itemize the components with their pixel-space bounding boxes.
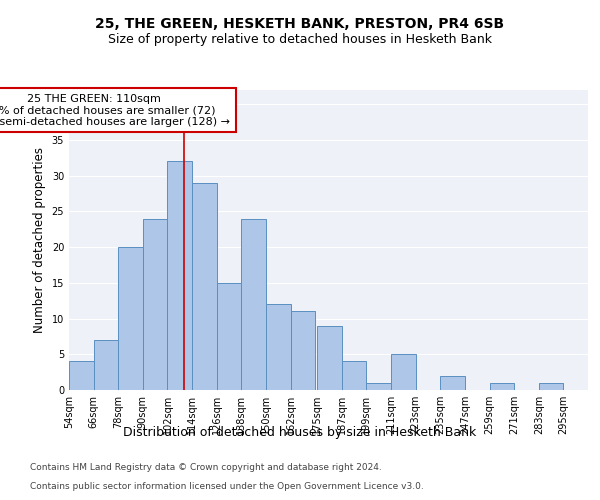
Text: 25 THE GREEN: 110sqm
← 36% of detached houses are smaller (72)
64% of semi-detac: 25 THE GREEN: 110sqm ← 36% of detached h… bbox=[0, 94, 230, 127]
Bar bbox=[539, 383, 563, 390]
Text: Contains HM Land Registry data © Crown copyright and database right 2024.: Contains HM Land Registry data © Crown c… bbox=[30, 464, 382, 472]
Bar bbox=[490, 383, 514, 390]
Bar bbox=[317, 326, 342, 390]
Bar bbox=[266, 304, 290, 390]
Bar bbox=[367, 383, 391, 390]
Bar bbox=[241, 218, 266, 390]
Text: Size of property relative to detached houses in Hesketh Bank: Size of property relative to detached ho… bbox=[108, 32, 492, 46]
Bar bbox=[167, 162, 192, 390]
Bar bbox=[440, 376, 465, 390]
Text: 25, THE GREEN, HESKETH BANK, PRESTON, PR4 6SB: 25, THE GREEN, HESKETH BANK, PRESTON, PR… bbox=[95, 18, 505, 32]
Bar bbox=[391, 354, 416, 390]
Bar bbox=[94, 340, 118, 390]
Y-axis label: Number of detached properties: Number of detached properties bbox=[33, 147, 46, 333]
Bar bbox=[290, 312, 315, 390]
Bar bbox=[342, 362, 367, 390]
Bar bbox=[69, 362, 94, 390]
Text: Contains public sector information licensed under the Open Government Licence v3: Contains public sector information licen… bbox=[30, 482, 424, 491]
Bar bbox=[192, 183, 217, 390]
Bar bbox=[217, 283, 241, 390]
Bar bbox=[118, 247, 143, 390]
Bar bbox=[143, 218, 167, 390]
Text: Distribution of detached houses by size in Hesketh Bank: Distribution of detached houses by size … bbox=[124, 426, 476, 439]
